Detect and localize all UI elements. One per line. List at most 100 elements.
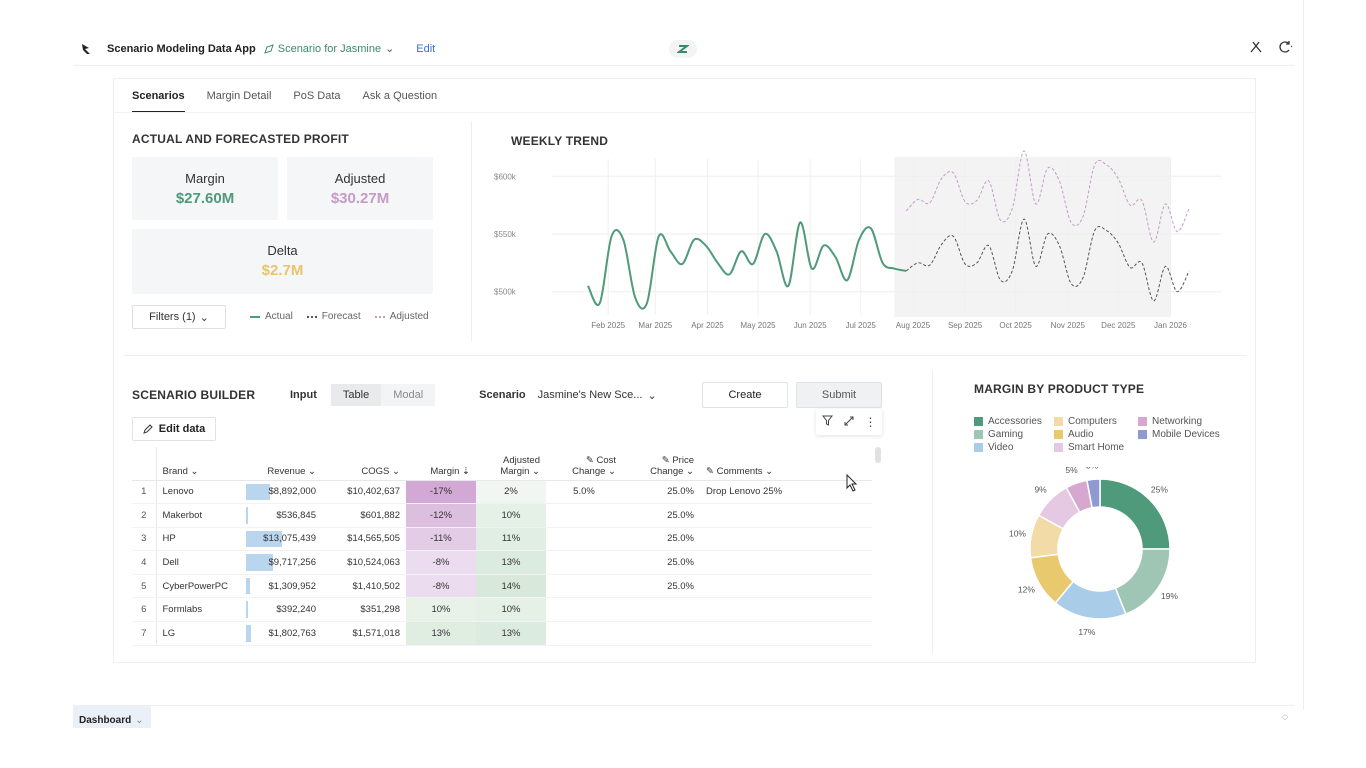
cogs-header[interactable]: COGS ⌄	[322, 447, 406, 481]
builder-toolbar: SCENARIO BUILDER Input Table Modal Scena…	[132, 382, 657, 408]
adjusted-margin-cell: 2%	[476, 480, 546, 505]
dashboard-tab[interactable]: Dashboard ⌄	[73, 706, 151, 728]
margin-label: Margin	[185, 171, 225, 186]
tab-pos-data[interactable]: PoS Data	[293, 90, 341, 102]
donut-legend: Accessories Computers Networking Gaming Audi…	[974, 416, 1238, 453]
adjusted-margin-header[interactable]: Adjusted Margin ⌄	[476, 447, 546, 481]
legend-item[interactable]: Gaming	[974, 429, 1054, 440]
create-button[interactable]: Create	[702, 382, 788, 408]
x-tick-label: Feb 2025	[591, 321, 625, 330]
cogs-cell: $14,565,505	[322, 527, 406, 552]
table-row[interactable]: 4 Dell $9,717,256 $10,524,063 -8% 13% 25.0%	[132, 550, 872, 575]
delta-metric: Delta $2.7M	[132, 229, 433, 294]
scenario-icon	[263, 43, 274, 54]
weekly-trend-chart: $600k $550k $500k Feb 2025 Mar 2025 Apr 2025 M…	[494, 150, 1221, 330]
legend-swatch	[1138, 417, 1147, 426]
table-row[interactable]: 1 Lenovo $8,892,000 $10,402,637 -17% 2% 5.0% 25…	[132, 480, 872, 505]
scenario-dropdown-value: Jasmine's New Sce...	[537, 388, 643, 401]
x-tick-label: Jun 2025	[794, 321, 827, 330]
donut-slice[interactable]	[1114, 548, 1171, 616]
delta-label: Delta	[267, 243, 298, 258]
revenue-bar	[246, 554, 273, 571]
edit-link[interactable]: Edit	[416, 42, 436, 55]
legend-label: Gaming	[988, 429, 1024, 440]
actual-series-line	[587, 221, 907, 310]
forecast-series-line	[905, 218, 1190, 302]
refresh-icon[interactable]	[1277, 40, 1293, 57]
mode-table-option[interactable]: Table	[330, 384, 382, 406]
legend-item[interactable]: Mobile Devices	[1138, 429, 1238, 440]
legend-label: Video	[988, 442, 1014, 453]
more-icon[interactable]: ⋮	[864, 415, 877, 429]
margin-by-type-title: MARGIN BY PRODUCT TYPE	[974, 382, 1145, 396]
legend-label: Smart Home	[1068, 442, 1125, 453]
table-row[interactable]: 3 HP $13,075,439 $14,565,505 -11% 11% 25.0%	[132, 527, 872, 552]
legend-label: Audio	[1068, 429, 1094, 440]
table-scrollbar[interactable]	[875, 447, 881, 463]
scenario-label: Scenario	[479, 389, 526, 401]
table-row[interactable]: 5 CyberPowerPC $1,309,952 $1,410,502 -8% 14% 2…	[132, 574, 872, 599]
legend-item[interactable]: Audio	[1054, 429, 1138, 440]
legend-swatch	[1138, 430, 1147, 439]
user-icon[interactable]	[1249, 40, 1263, 57]
revenue-cell: $9,717,256	[244, 550, 322, 575]
row-index-cell: 7	[132, 621, 157, 646]
legend-item[interactable]: Smart Home	[1054, 442, 1138, 453]
legend-item[interactable]: Computers	[1054, 416, 1138, 427]
x-tick-label: Mar 2025	[638, 321, 672, 330]
price-change-cell	[622, 621, 700, 646]
corner-icon[interactable]: ◌	[1282, 712, 1288, 723]
submit-button[interactable]: Submit	[796, 382, 882, 408]
scenario-dropdown[interactable]: Jasmine's New Sce... ⌄	[538, 389, 657, 402]
donut-slice[interactable]	[1086, 478, 1101, 509]
comments-cell	[700, 550, 872, 575]
x-tick-label: Aug 2025	[896, 321, 931, 330]
row-index-cell: 4	[132, 550, 157, 575]
table-row[interactable]: 7 LG $1,802,763 $1,571,018 13% 13%	[132, 621, 872, 646]
cost-change-cell	[546, 574, 622, 599]
revenue-bar	[246, 530, 282, 548]
legend-swatch	[974, 417, 983, 426]
revenue-header[interactable]: Revenue ⌄	[244, 447, 322, 481]
sync-badge-icon[interactable]	[669, 40, 697, 58]
filters-label: Filters (1)	[149, 311, 196, 323]
brand-header[interactable]: Brand ⌄	[156, 447, 244, 481]
main-card: Scenarios Margin Detail PoS Data Ask a Q…	[113, 78, 1256, 663]
filters-button[interactable]: Filters (1) ⌄	[132, 305, 226, 329]
table-row[interactable]: 6 Formlabs $392,240 $351,298 10% 10%	[132, 597, 872, 623]
adjusted-value: $30.27M	[330, 190, 390, 207]
brand-cell: LG	[156, 621, 244, 646]
legend-item[interactable]: Video	[974, 442, 1054, 453]
scenario-selector[interactable]: Scenario for Jasmine ⌄	[263, 42, 394, 55]
cogs-cell: $351,298	[322, 597, 406, 623]
margin-header[interactable]: Margin ⇣	[406, 447, 476, 481]
adjusted-metric: Adjusted $30.27M	[287, 157, 433, 220]
expand-icon[interactable]	[844, 413, 854, 431]
table-row[interactable]: 2 Makerbot $536,845 $601,882 -12% 10% 25.0%	[132, 503, 872, 528]
pencil-icon	[142, 424, 153, 434]
cost-change-header[interactable]: ✎ Cost Change ⌄	[546, 447, 622, 481]
comments-header[interactable]: ✎ Comments ⌄	[700, 447, 872, 481]
brand-cell: Dell	[156, 550, 244, 575]
x-tick-label: Oct 2025	[999, 321, 1032, 330]
filter-icon[interactable]	[821, 413, 833, 431]
mode-modal-option[interactable]: Modal	[393, 389, 424, 401]
price-change-header[interactable]: ✎ Price Change ⌄	[622, 447, 700, 481]
legend-forecast: Forecast	[306, 311, 361, 322]
legend-item[interactable]: Accessories	[974, 416, 1054, 427]
tab-ask-question[interactable]: Ask a Question	[362, 90, 438, 102]
chevron-down-icon: ⌄	[135, 715, 144, 726]
slice-label: 9%	[1034, 485, 1047, 495]
price-change-cell: 25.0%	[622, 527, 700, 552]
legend-swatch	[1054, 443, 1063, 452]
tab-margin-detail[interactable]: Margin Detail	[206, 90, 272, 102]
legend-item[interactable]: Networking	[1138, 416, 1238, 427]
tab-scenarios[interactable]: Scenarios	[132, 79, 185, 113]
adjusted-margin-cell: 11%	[476, 527, 546, 552]
section-divider	[471, 121, 472, 341]
edit-data-button[interactable]: Edit data	[132, 417, 216, 441]
margin-cell: 13%	[406, 621, 476, 646]
revenue-bar	[246, 601, 248, 619]
scenario-table: Brand ⌄ Revenue ⌄ COGS ⌄ Margin ⇣ Adjust…	[132, 447, 872, 646]
legend-swatch	[1054, 430, 1063, 439]
